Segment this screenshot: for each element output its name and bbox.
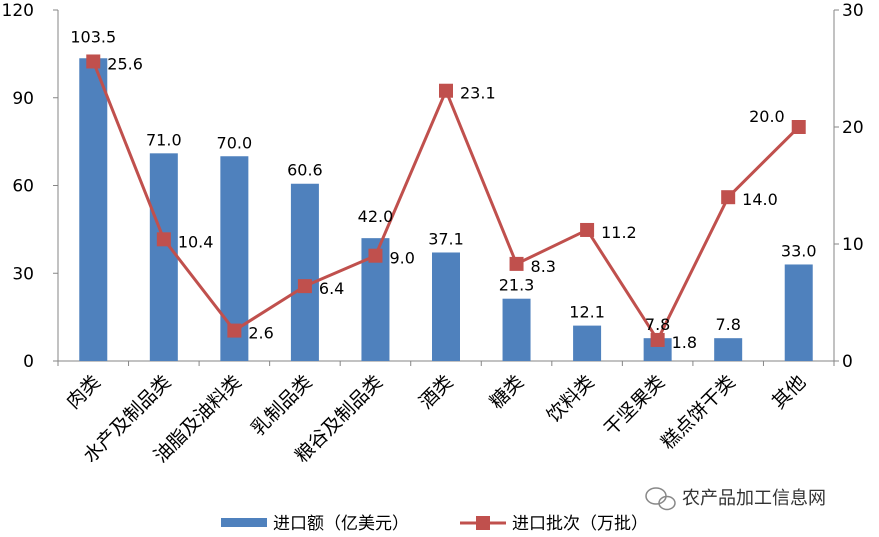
bar-data-label: 70.0 [217,133,253,152]
category-label: 糖类 [486,371,528,413]
wechat-icon [645,487,676,511]
category-label: 酒类 [415,371,457,413]
legend-line-marker [476,516,490,530]
watermark-text: 农产品加工信息网 [682,488,826,509]
bar-data-label: 42.0 [358,207,394,226]
bar-data-label: 33.0 [781,241,817,260]
line-data-label: 8.3 [531,257,556,276]
line-marker-其他 [791,120,806,134]
bar-糖类 [502,298,531,361]
line-marker-水产及制品类 [156,232,171,247]
line-data-label: 9.0 [389,249,414,268]
line-data-label: 2.6 [248,324,273,343]
bar-酒类 [432,252,460,361]
y-left-tick-label: 90 [12,89,34,109]
legend-line-label: 进口批次（万批） [512,514,648,534]
line-data-label: 1.8 [672,333,697,352]
bar-其他 [784,264,813,361]
category-label: 干坚果类 [600,371,669,440]
line-marker-油脂及油料类 [227,323,242,338]
line-data-label: 6.4 [319,279,344,298]
y-left-tick-label: 120 [2,1,34,21]
watermark: 农产品加工信息网 [645,487,826,511]
line-marker-乳制品类 [297,279,312,294]
y-left-tick-label: 0 [23,352,34,372]
line-marker-肉类 [86,54,101,69]
bar-肉类 [79,58,108,361]
y-right-tick-label: 20 [842,118,864,138]
legend-bar-label: 进口额（亿美元） [273,514,409,534]
category-label: 乳制品类 [247,371,316,440]
bar-data-label: 12.1 [569,303,605,322]
bar-data-label: 60.6 [287,161,323,180]
line-marker-酒类 [439,83,453,98]
line-data-label: 25.6 [107,54,143,73]
category-label: 糕点饼干类 [657,371,740,454]
line-marker-饮料类 [580,222,595,237]
bar-data-label: 37.1 [428,229,464,248]
line-data-label: 11.2 [601,223,637,242]
bar-data-label: 103.5 [70,27,116,46]
bar-data-label: 71.0 [146,130,182,149]
y-left-tick-label: 30 [12,264,34,284]
line-marker-糕点饼干类 [721,190,736,205]
line-data-label: 23.1 [460,84,496,103]
bar-data-label: 7.8 [645,315,670,334]
bar-糕点饼干类 [714,338,743,361]
line-marker-糖类 [509,256,524,271]
line-data-label: 10.4 [178,232,214,251]
line-data-label: 14.0 [742,190,778,209]
bar-饮料类 [573,325,602,361]
bar-乳制品类 [290,183,319,361]
category-label: 其他 [768,371,810,413]
category-label: 饮料类 [543,371,599,427]
line-marker-干坚果类 [650,332,665,347]
category-label: 肉类 [62,371,104,413]
bar-水产及制品类 [149,153,178,361]
line-data-label: 20.0 [749,107,785,126]
y-right-tick-label: 10 [842,235,864,255]
legend: 进口额（亿美元） 进口批次（万批） [221,514,648,534]
y-left-tick-label: 60 [12,177,34,197]
bar-data-label: 21.3 [499,276,535,295]
bar-data-label: 7.8 [715,315,740,334]
y-right-tick-label: 30 [842,1,864,21]
line-marker-粮谷及制品类 [368,248,383,263]
y-right-tick-label: 0 [842,352,853,372]
legend-bar-swatch [221,518,267,527]
